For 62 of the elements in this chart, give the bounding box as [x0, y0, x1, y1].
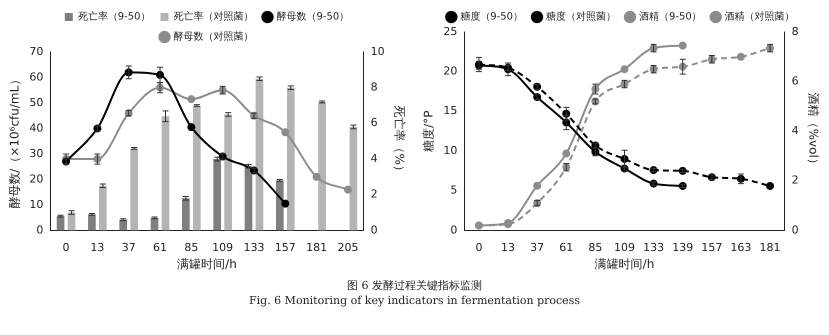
- x-tick-label: 37: [530, 240, 544, 254]
- x-tick-label: 157: [274, 240, 296, 254]
- y2-tick-label: 4: [792, 124, 799, 138]
- legend-label: 糖度（9-50）: [460, 10, 524, 23]
- x-tick-label: 181: [760, 240, 781, 254]
- y2-axis-title: 死亡率（%）: [392, 105, 407, 177]
- y2-tick-label: 6: [370, 116, 378, 130]
- y-tick-label: 10: [29, 198, 44, 211]
- y-tick-label: 25: [443, 24, 458, 38]
- y2-tick-label: 4: [370, 152, 378, 165]
- y-axis-title: 糖度/°P: [421, 110, 436, 152]
- x-tick-label: 181: [306, 240, 328, 254]
- x-tick-label: 85: [588, 240, 602, 254]
- y2-tick-label: 10: [370, 44, 385, 58]
- x-tick-label: 13: [501, 240, 516, 254]
- y-tick-label: 70: [29, 44, 44, 58]
- y-tick-label: 0: [450, 223, 458, 236]
- y2-tick-label: 2: [370, 188, 378, 201]
- legend-label: 糖度（对照菌）: [546, 10, 616, 23]
- y-tick-label: 5: [450, 184, 458, 197]
- caption: Fig. 6 Monitoring of key indicators in fermentation process: [248, 293, 581, 308]
- x-tick-label: 0: [475, 240, 482, 254]
- y-tick-label: 0: [36, 223, 44, 236]
- y2-tick-label: 2: [792, 174, 799, 187]
- x-axis-title: 满罐时间/h: [177, 256, 237, 271]
- y-tick-label: 50: [29, 96, 44, 109]
- y-tick-label: 40: [29, 121, 44, 134]
- y2-tick-label: 0: [792, 223, 799, 236]
- x-axis-title: 满罐时间/h: [594, 256, 654, 271]
- x-tick-label: 0: [62, 240, 70, 254]
- legend-label: 酵母数（9-50）: [276, 10, 350, 23]
- y2-tick-label: 6: [792, 74, 799, 88]
- x-tick-label: 205: [337, 240, 358, 254]
- x-tick-label: 13: [90, 240, 104, 254]
- legend-label: 酵母数（对照菌）: [174, 30, 254, 43]
- legend-label: 死亡率（对照菌）: [174, 10, 254, 23]
- legend-label: 酒精（9-50）: [639, 10, 702, 23]
- y2-tick-label: 8: [792, 24, 799, 38]
- x-tick-label: 37: [122, 240, 136, 254]
- x-tick-label: 163: [730, 240, 752, 254]
- y-tick-label: 30: [29, 146, 44, 160]
- y-tick-label: 60: [29, 70, 44, 84]
- y2-axis-title: 酒精（%vol）: [806, 92, 821, 170]
- x-tick-label: 133: [243, 240, 264, 254]
- x-tick-label: 109: [614, 240, 635, 254]
- x-tick-label: 133: [643, 240, 664, 254]
- y2-tick-label: 0: [370, 223, 378, 236]
- y-tick-label: 20: [443, 64, 458, 78]
- x-tick-label: 157: [701, 240, 722, 254]
- legend-label: 死亡率（9-50）: [78, 10, 151, 23]
- y-tick-label: 20: [29, 172, 44, 186]
- y-tick-label: 10: [443, 144, 458, 157]
- y-tick-label: 15: [443, 104, 458, 118]
- caption: 图 6 发酵过程关键指标监测: [346, 278, 483, 293]
- x-tick-label: 61: [559, 240, 574, 254]
- y2-tick-label: 8: [370, 80, 378, 94]
- x-tick-label: 139: [672, 240, 694, 254]
- x-tick-label: 109: [212, 240, 234, 254]
- legend-label: 酒精（对照菌）: [724, 10, 795, 23]
- x-tick-label: 85: [184, 240, 198, 254]
- y-axis-title: 酵母数/（×10⁶cfu/mL）: [7, 74, 22, 209]
- x-tick-label: 61: [153, 240, 168, 254]
